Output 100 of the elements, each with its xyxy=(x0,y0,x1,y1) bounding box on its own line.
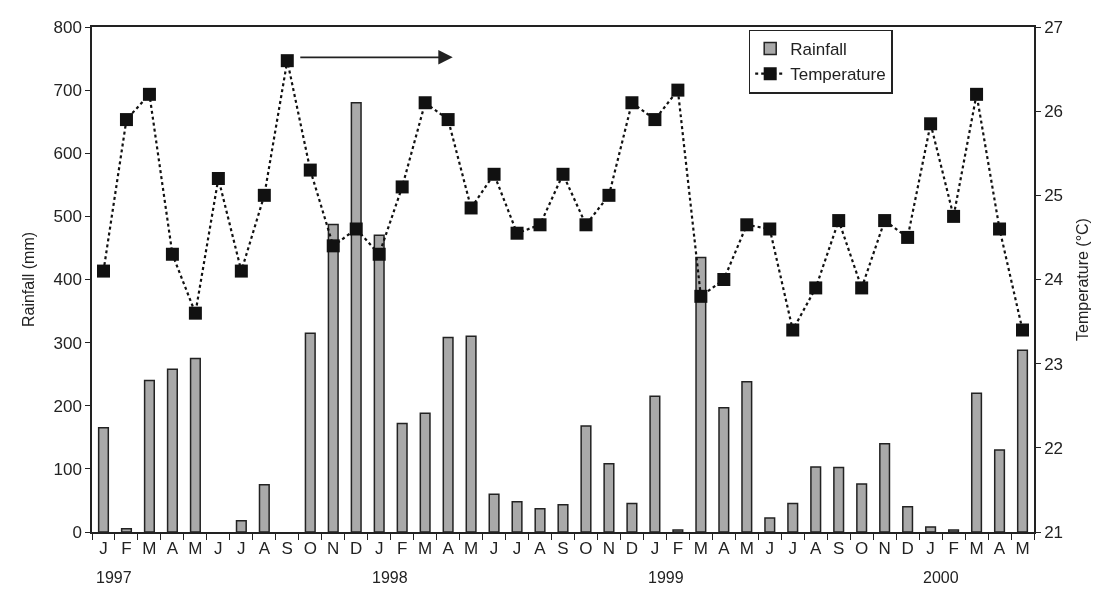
x-tick-label: J xyxy=(650,539,660,559)
x-tick-label: A xyxy=(810,539,823,559)
x-tick-label: F xyxy=(672,539,684,559)
point xyxy=(901,230,915,244)
y2-tick-label: 21 xyxy=(1044,522,1064,542)
x-tick-label: S xyxy=(833,539,845,559)
point xyxy=(579,218,593,232)
x-tick-label: N xyxy=(602,539,616,559)
point xyxy=(211,172,225,185)
x-tick-label: J xyxy=(512,539,522,559)
point xyxy=(625,96,639,110)
point xyxy=(717,273,731,286)
x-tick-label: N xyxy=(878,539,891,559)
x-tick-label: A xyxy=(534,539,547,559)
x-tick-label: J xyxy=(237,539,246,559)
y-tick-label: 0 xyxy=(72,522,82,542)
x-tick-label: F xyxy=(948,539,959,559)
point xyxy=(924,117,938,131)
x-tick-label: M xyxy=(142,539,157,559)
point xyxy=(809,281,823,295)
x-tick-label: J xyxy=(489,539,499,559)
x-tick-label: S xyxy=(557,539,569,559)
x-tick-label: M xyxy=(418,539,433,559)
text: 1998 xyxy=(372,569,408,586)
text: 1999 xyxy=(648,569,684,586)
text: 2000 xyxy=(923,569,959,586)
x-tick-label: F xyxy=(396,539,408,559)
y2-tick-label: 26 xyxy=(1044,102,1064,122)
x-tick-label: N xyxy=(327,539,340,559)
y-tick-label: 200 xyxy=(53,396,82,416)
point xyxy=(602,188,616,202)
point xyxy=(418,96,432,110)
point xyxy=(257,188,271,202)
point xyxy=(855,281,869,295)
x-tick-label: J xyxy=(765,539,775,559)
x-tick-label: F xyxy=(121,539,132,559)
point xyxy=(464,201,478,215)
point xyxy=(970,87,984,101)
point xyxy=(487,167,501,181)
x-tick-label: O xyxy=(303,539,317,559)
point xyxy=(441,113,455,127)
point xyxy=(510,226,524,240)
x-tick-label: J xyxy=(214,539,223,559)
point xyxy=(878,214,892,228)
point xyxy=(96,264,110,278)
x-tick-label: M xyxy=(464,539,479,559)
point xyxy=(694,289,708,303)
point xyxy=(349,222,363,236)
y-tick-label: 800 xyxy=(53,17,82,37)
x-tick-label: D xyxy=(350,539,363,559)
point xyxy=(303,163,317,177)
y-tick-label: 100 xyxy=(53,459,82,479)
point xyxy=(671,83,685,97)
point xyxy=(786,323,800,337)
x-tick-label: A xyxy=(993,539,1006,559)
point xyxy=(947,209,961,223)
point xyxy=(326,239,340,253)
x-tick-label: S xyxy=(281,539,293,559)
point xyxy=(648,113,662,127)
point xyxy=(372,247,386,261)
point xyxy=(234,264,248,278)
x-tick-label: M xyxy=(969,539,984,559)
point xyxy=(533,218,547,232)
y-tick-label: 600 xyxy=(53,144,82,164)
point xyxy=(188,306,202,320)
x-tick-label: A xyxy=(258,539,271,559)
y-axis-title: Rainfall (mm) xyxy=(19,231,37,328)
x-tick-label: M xyxy=(693,539,708,559)
point xyxy=(165,247,179,261)
point xyxy=(763,222,777,236)
point xyxy=(280,54,294,68)
x-tick-label: J xyxy=(788,539,798,559)
x-tick-label: J xyxy=(99,539,108,559)
x-tick-label: M xyxy=(1015,539,1030,559)
point xyxy=(556,167,570,181)
x-tick-label: O xyxy=(579,539,593,559)
legend-label: Temperature xyxy=(790,65,886,85)
y2-tick-label: 23 xyxy=(1044,354,1064,374)
y2-tick-label: 22 xyxy=(1044,438,1064,458)
point xyxy=(119,113,133,127)
y2-axis-title: Temperature (°C) xyxy=(1074,218,1092,341)
point xyxy=(142,87,156,101)
y2-tick-label: 27 xyxy=(1044,17,1064,37)
legend-label: Rainfall xyxy=(790,40,847,60)
x-tick-label: O xyxy=(855,539,869,559)
point xyxy=(740,218,754,232)
y2-tick-label: 25 xyxy=(1044,186,1064,206)
point xyxy=(832,214,846,228)
point xyxy=(395,180,409,194)
x-tick-label: J xyxy=(374,539,384,559)
x-tick-label: D xyxy=(901,539,914,559)
point xyxy=(1016,323,1030,337)
text: 1997 xyxy=(96,569,132,586)
y-tick-label: 500 xyxy=(53,207,82,227)
x-tick-label: M xyxy=(188,539,203,559)
point xyxy=(993,222,1007,236)
y-tick-label: 700 xyxy=(53,81,82,101)
x-tick-label: D xyxy=(625,539,639,559)
x-tick-label: M xyxy=(739,539,754,559)
x-tick-label: A xyxy=(442,539,455,559)
